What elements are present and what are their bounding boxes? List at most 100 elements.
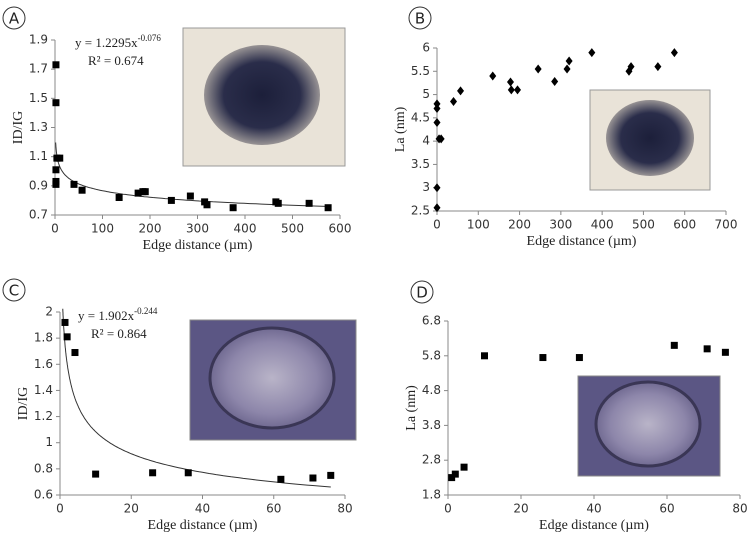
y-axis-title: La (nm) xyxy=(393,106,408,152)
x-tick-label: 400 xyxy=(234,222,257,236)
point xyxy=(575,354,583,362)
point xyxy=(309,474,317,482)
y-tick-label: 2.5 xyxy=(411,204,430,218)
y-tick-label: 0.8 xyxy=(34,461,53,475)
point xyxy=(203,201,211,209)
panel-badge xyxy=(410,280,434,304)
point xyxy=(654,62,662,72)
point xyxy=(78,186,86,194)
x-tick-label: 600 xyxy=(673,218,696,232)
x-tick-label: 0 xyxy=(51,222,59,236)
point xyxy=(534,64,542,74)
point xyxy=(448,474,456,482)
inset-micrograph-a xyxy=(182,27,346,167)
point xyxy=(551,77,559,87)
x-axis-title: Edge distance (µm) xyxy=(148,518,258,533)
point xyxy=(433,118,441,128)
point xyxy=(167,196,175,204)
point xyxy=(460,463,468,471)
x-tick-label: 0 xyxy=(433,218,441,232)
x-tick-label: 60 xyxy=(266,502,281,516)
point xyxy=(514,85,522,95)
point xyxy=(134,189,142,197)
point xyxy=(563,64,571,74)
point xyxy=(56,154,64,162)
panel-label: A xyxy=(9,10,20,28)
point xyxy=(539,354,547,362)
x-axis-title: Edge distance (µm) xyxy=(143,238,253,253)
equation-text: y = 1.902x xyxy=(78,308,135,323)
panel-badge xyxy=(2,6,26,30)
point xyxy=(670,341,678,349)
point xyxy=(52,99,60,107)
x-tick-label: 20 xyxy=(124,502,139,516)
panel-label: C xyxy=(9,282,19,300)
point xyxy=(186,192,194,200)
x-tick-label: 0 xyxy=(444,502,452,516)
point xyxy=(703,345,711,353)
point xyxy=(52,180,60,188)
y-tick-label: 4.8 xyxy=(422,383,441,397)
x-tick-label: 40 xyxy=(195,502,210,516)
y-tick-label: 3.8 xyxy=(422,418,441,432)
point xyxy=(52,61,60,69)
inset-micrograph-d xyxy=(577,375,721,477)
y-tick-label: 5 xyxy=(422,87,430,101)
panel: D 1.8 2.8 3.8 4.8 5.8 6.8 0 20 40 60 80 Edge distanc… xyxy=(404,280,748,533)
point xyxy=(229,204,237,212)
y-tick-label: 1.7 xyxy=(29,62,48,76)
x-tick-label: 500 xyxy=(281,222,304,236)
point xyxy=(433,203,441,213)
point xyxy=(481,352,488,360)
point xyxy=(71,349,79,357)
point xyxy=(627,62,635,72)
point xyxy=(457,86,465,96)
trendline-r2: R² = 0.674 xyxy=(88,53,144,68)
y-tick-label: 0.7 xyxy=(29,208,48,222)
x-tick-label: 200 xyxy=(139,222,162,236)
x-tick-label: 500 xyxy=(632,218,655,232)
point xyxy=(63,333,71,341)
panel-label: B xyxy=(415,10,425,28)
point xyxy=(588,48,596,58)
point xyxy=(433,99,441,109)
point xyxy=(115,194,123,201)
point xyxy=(52,166,60,174)
point xyxy=(437,134,445,144)
y-tick-label: 1 xyxy=(45,435,53,449)
trendline-equation: y = 1.2295x-0.076 xyxy=(75,33,161,50)
x-tick-label: 600 xyxy=(329,222,352,236)
y-tick-label: 6.8 xyxy=(422,314,441,328)
x-tick-label: 80 xyxy=(732,502,747,516)
x-tick-label: 0 xyxy=(56,502,64,516)
equation-exponent: -0.076 xyxy=(138,33,162,43)
point xyxy=(670,48,678,58)
point xyxy=(565,56,573,66)
panel-badge xyxy=(2,278,26,302)
point xyxy=(433,183,441,193)
equation-exponent: -0.244 xyxy=(134,306,158,316)
point xyxy=(506,77,514,87)
y-tick-label: 1.5 xyxy=(29,91,48,105)
x-tick-label: 400 xyxy=(591,218,614,232)
x-tick-label: 60 xyxy=(659,502,674,516)
point xyxy=(70,180,78,188)
y-tick-label: 4.5 xyxy=(411,110,430,124)
y-tick-label: 6 xyxy=(422,41,430,55)
y-tick-label: 1.3 xyxy=(29,120,48,134)
point xyxy=(327,471,335,479)
y-axis-title: ID/IG xyxy=(16,387,31,420)
inset-micrograph-b xyxy=(589,89,711,191)
y-tick-label: 1.2 xyxy=(34,409,53,423)
equation-text: y = 1.2295x xyxy=(75,35,138,50)
point xyxy=(92,470,100,478)
y-tick-label: 1.6 xyxy=(34,357,53,371)
point xyxy=(451,470,459,478)
x-tick-label: 300 xyxy=(549,218,572,232)
inset-micrograph-c xyxy=(189,319,357,441)
point xyxy=(184,469,192,477)
panel-badge xyxy=(408,6,432,30)
y-tick-label: 4 xyxy=(422,134,430,148)
